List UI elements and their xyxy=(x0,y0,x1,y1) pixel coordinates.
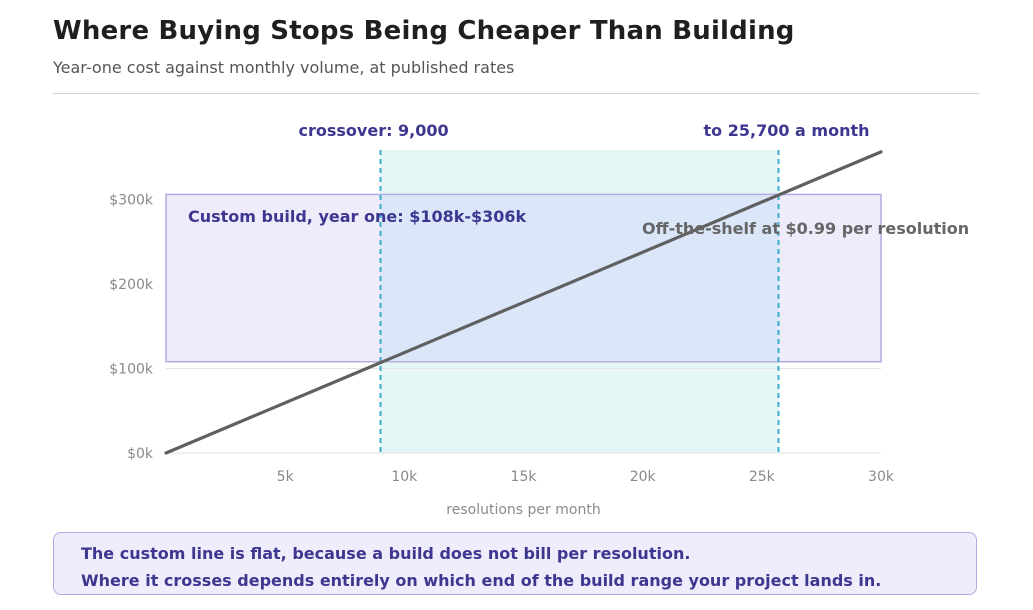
x-tick-label: 10k xyxy=(391,469,418,485)
x-tick-label: 30k xyxy=(868,469,895,485)
custom-build-band-label: Custom build, year one: $108k-$306k xyxy=(188,207,527,226)
header-divider xyxy=(53,93,979,94)
y-tick-label: $200k xyxy=(109,277,154,293)
x-tick-label: 15k xyxy=(511,469,538,485)
note-line-2: Where it crosses depends entirely on whi… xyxy=(81,571,882,590)
x-tick-label: 20k xyxy=(630,469,657,485)
crossover-max-label: to 25,700 a month xyxy=(704,121,870,140)
y-tick-label: $300k xyxy=(109,193,154,209)
y-tick-label: $100k xyxy=(109,362,154,378)
series-label: Off-the-shelf at $0.99 per resolution xyxy=(642,219,969,238)
crossover-min-label: crossover: 9,000 xyxy=(299,121,449,140)
note-line-1: The custom line is flat, because a build… xyxy=(81,544,691,563)
custom-build-band-outline xyxy=(165,193,882,363)
x-tick-label: 5k xyxy=(277,469,295,485)
series-line-0 xyxy=(164,150,883,455)
cost-chart: $0k $100k $200k $300k 5k 10k 15k 20k 25k 30k resol… xyxy=(109,121,969,518)
y-tick-label: $0k xyxy=(127,446,154,462)
chart-subtitle: Year-one cost against monthly volume, at… xyxy=(53,58,515,77)
x-tick-label: 25k xyxy=(749,469,776,485)
note-box: The custom line is flat, because a build… xyxy=(53,532,977,595)
chart-title: Where Buying Stops Being Cheaper Than Bu… xyxy=(53,16,795,46)
x-axis-label: resolutions per month xyxy=(446,502,600,518)
